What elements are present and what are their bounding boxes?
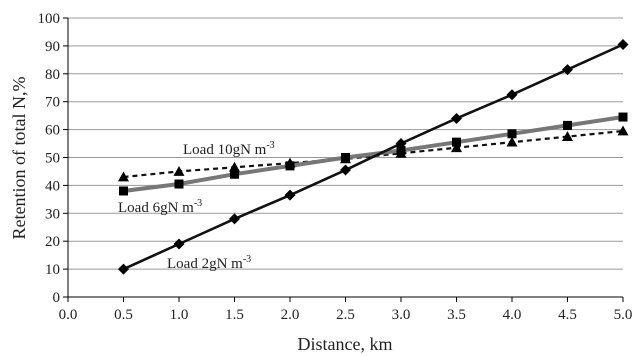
annotation-load-6-text: Load 6gN m: [118, 200, 194, 216]
data-point-square: [563, 120, 572, 130]
x-tick-label: 2.0: [281, 307, 300, 323]
data-point-square: [174, 179, 184, 189]
grid-lines: [68, 17, 623, 270]
data-point-square: [230, 169, 239, 179]
annotation-load-2: Load 2gN m-3: [167, 254, 251, 272]
data-point-diamond: [284, 189, 296, 201]
data-point-diamond: [506, 89, 518, 101]
axes: [63, 17, 624, 302]
data-point-square: [341, 153, 350, 162]
data-point-triangle: [562, 131, 573, 141]
annotation-load-2-text: Load 2gN m: [167, 256, 243, 272]
data-point-diamond: [451, 112, 462, 124]
series-line-diamond: [122, 43, 624, 271]
x-tick-label: 3.0: [392, 307, 411, 323]
data-point-diamond: [118, 263, 129, 275]
y-tick-label: 10: [45, 262, 60, 278]
y-tick-label: 50: [45, 151, 60, 167]
y-tick-label: 70: [45, 95, 60, 111]
x-tick-label: 4.5: [558, 307, 577, 323]
data-point-square: [119, 186, 128, 196]
x-tick-label: 4.0: [503, 307, 522, 323]
x-tick-label: 0.0: [59, 307, 78, 323]
data-point-triangle: [229, 161, 240, 172]
series-lines: [122, 43, 624, 271]
data-point-square: [618, 112, 628, 122]
data-point-triangle: [617, 125, 629, 136]
x-tick-label: 5.0: [614, 307, 633, 323]
y-tick-label: 0: [53, 290, 61, 306]
data-point-triangle: [173, 165, 185, 176]
y-tick-labels: 0 10 20 30 40 50 60 70 80 90 100: [38, 11, 61, 306]
data-point-square: [396, 146, 406, 156]
data-point-square: [285, 161, 295, 171]
series-markers: [118, 39, 629, 275]
data-point-square: [452, 137, 461, 147]
y-tick-label: 40: [45, 178, 60, 194]
data-point-diamond: [173, 238, 185, 250]
x-tick-label: 3.5: [447, 307, 466, 323]
data-point-square: [507, 129, 517, 139]
series-line-triangle: [123, 129, 624, 179]
data-point-diamond: [617, 39, 629, 51]
annotation-load-10-sup: -3: [266, 140, 274, 151]
annotation-load-2-sup: -3: [243, 254, 251, 265]
annotation-load-10-text: Load 10gN m: [183, 142, 267, 158]
x-tick-label: 1.0: [170, 307, 189, 323]
x-axis-title: Distance, km: [298, 334, 393, 354]
x-tick-label: 2.5: [336, 307, 355, 323]
y-tick-label: 60: [45, 123, 60, 139]
y-tick-label: 90: [45, 39, 60, 55]
y-tick-label: 100: [38, 11, 61, 27]
y-tick-label: 20: [45, 234, 60, 250]
annotation-load-6: Load 6gN m-3: [118, 198, 202, 216]
data-point-triangle: [506, 136, 518, 147]
data-point-diamond: [562, 64, 573, 76]
data-point-triangle: [118, 171, 129, 182]
annotation-load-10: Load 10gN m-3: [183, 140, 275, 158]
annotation-load-6-sup: -3: [194, 198, 202, 209]
series-line-square: [123, 115, 624, 193]
x-tick-label: 0.5: [114, 307, 133, 323]
x-tick-labels: 0.0 0.5 1.0 1.5 2.0 2.5 3.0 3.5 4.0 4.5 5.0: [59, 307, 633, 323]
data-point-diamond: [395, 138, 407, 150]
y-tick-label: 30: [45, 206, 60, 222]
data-point-diamond: [229, 213, 240, 225]
data-point-triangle: [451, 142, 462, 153]
y-tick-label: 80: [45, 67, 60, 83]
y-axis-title: Retention of total N,%: [9, 77, 29, 240]
data-point-diamond: [340, 164, 351, 176]
x-tick-label: 1.5: [225, 307, 244, 323]
